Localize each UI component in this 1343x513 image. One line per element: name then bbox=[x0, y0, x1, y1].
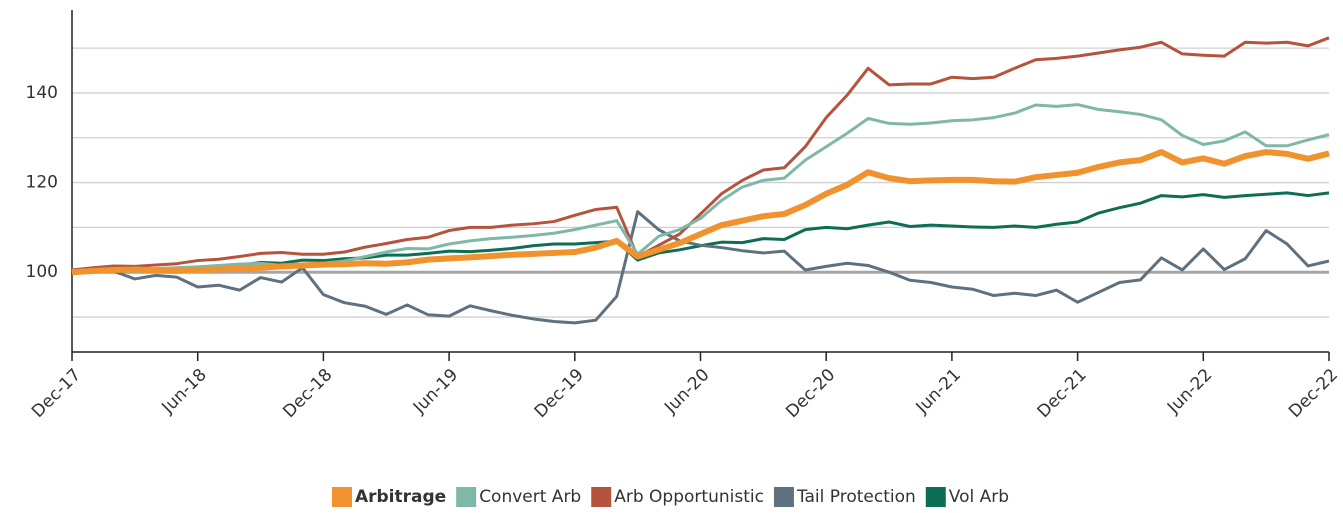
x-tick-label: Dec-21 bbox=[1034, 365, 1091, 422]
legend-label: Convert Arb bbox=[479, 487, 581, 507]
x-tick-label: Jun-21 bbox=[912, 365, 965, 418]
legend-swatch bbox=[456, 487, 477, 507]
legend-label: Vol Arb bbox=[949, 487, 1009, 507]
legend-swatch bbox=[331, 487, 352, 507]
x-tick-label: Dec-20 bbox=[782, 365, 839, 422]
legend-swatch bbox=[925, 487, 946, 507]
x-tick-label: Dec-18 bbox=[279, 365, 336, 422]
x-tick-label: Jun-20 bbox=[660, 365, 713, 418]
x-tick-label: Jun-19 bbox=[409, 365, 462, 418]
x-tick-label: Dec-17 bbox=[28, 365, 85, 422]
y-tick-label: 100 bbox=[26, 262, 58, 282]
legend-label: Tail Protection bbox=[796, 487, 916, 507]
x-tick-label: Dec-22 bbox=[1285, 365, 1342, 422]
legend: Arbitrage Convert Arb Arb Opportunistic Tai… bbox=[331, 487, 1009, 507]
x-tick-label: Jun-22 bbox=[1163, 365, 1216, 418]
y-tick-label: 120 bbox=[26, 173, 58, 193]
legend-label: Arbitrage bbox=[355, 487, 446, 507]
legend-swatch bbox=[773, 487, 794, 507]
series-line bbox=[71, 149, 1330, 276]
series-line bbox=[71, 36, 1330, 272]
x-tick-label: Jun-18 bbox=[157, 365, 210, 418]
legend-label: Arb Opportunistic bbox=[614, 487, 764, 507]
x-tick-label: Dec-19 bbox=[531, 365, 588, 422]
y-tick-label: 140 bbox=[26, 83, 58, 103]
series-line bbox=[72, 210, 1330, 325]
legend-swatch bbox=[591, 487, 612, 507]
